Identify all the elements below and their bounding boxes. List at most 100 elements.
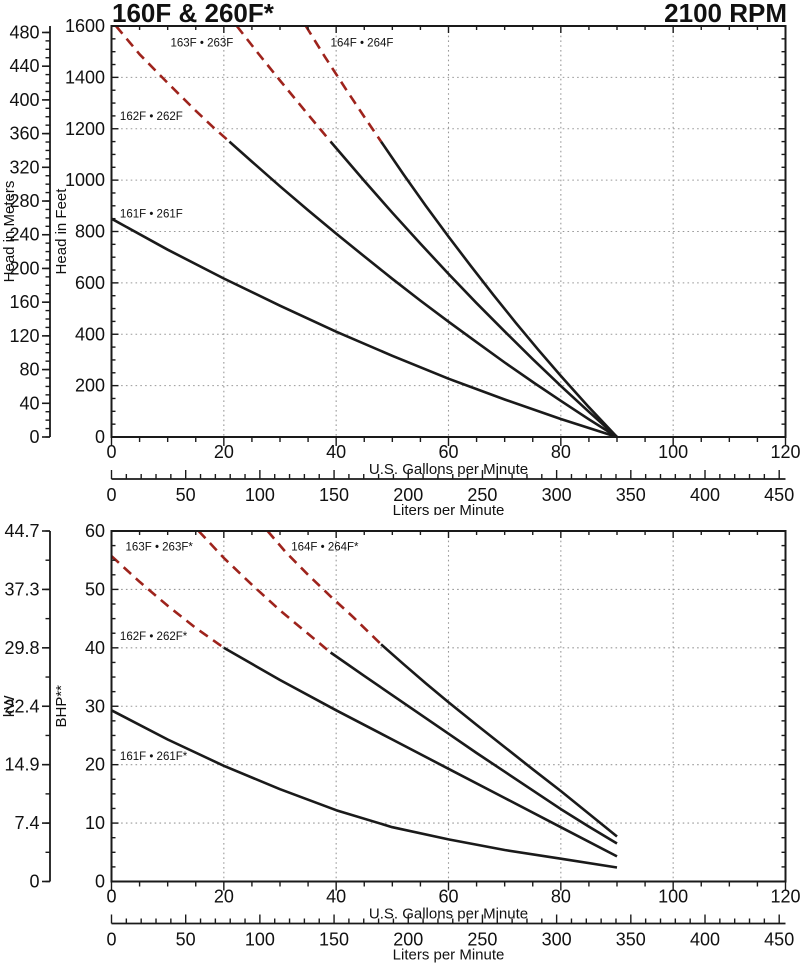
svg-text:1000: 1000 (65, 170, 105, 190)
svg-text:280: 280 (9, 191, 39, 211)
svg-text:120: 120 (770, 442, 800, 462)
svg-text:250: 250 (467, 930, 497, 950)
svg-text:400: 400 (75, 324, 105, 344)
svg-text:200: 200 (75, 376, 105, 396)
power-chart: 163F • 263F* 164F • 264F* 162F • 262F* 161F… (1, 521, 800, 963)
y2-axis-title: Head in Meters (1, 181, 18, 283)
svg-text:150: 150 (319, 485, 349, 505)
curve-164f-264f-dashed (266, 530, 383, 646)
svg-text:20: 20 (214, 887, 234, 907)
svg-text:0: 0 (106, 930, 116, 950)
curve-label: 161F • 261F (120, 208, 183, 220)
svg-text:480: 480 (9, 22, 39, 42)
svg-text:50: 50 (176, 485, 196, 505)
curve-164f-264f-solid (380, 140, 618, 438)
svg-text:300: 300 (542, 930, 572, 950)
head-chart: 163F • 263F 164F • 264F 162F • 262F 161F • … (1, 16, 800, 515)
svg-text:100: 100 (658, 887, 688, 907)
svg-text:80: 80 (551, 442, 571, 462)
svg-text:80: 80 (551, 887, 571, 907)
svg-text:800: 800 (75, 222, 105, 242)
curve-162f-262f-solid (228, 140, 618, 439)
y2-axis-title: kW (1, 695, 18, 718)
curve-label: 161F • 261F* (120, 751, 188, 763)
svg-text:40: 40 (326, 442, 346, 462)
svg-text:450: 450 (764, 930, 794, 950)
y-axis-title: BHP** (53, 685, 70, 728)
svg-text:160: 160 (9, 292, 39, 312)
svg-text:0: 0 (106, 442, 116, 462)
curve-label: 162F • 262F* (120, 631, 188, 643)
svg-text:120: 120 (770, 887, 800, 907)
svg-text:40: 40 (19, 393, 39, 413)
svg-text:60: 60 (85, 521, 105, 541)
svg-text:22.4: 22.4 (4, 696, 39, 716)
svg-text:0: 0 (95, 872, 105, 892)
svg-text:44.7: 44.7 (4, 521, 39, 541)
svg-text:20: 20 (85, 755, 105, 775)
curve-161f-261f-solid (110, 709, 618, 869)
rpm-title: 2100 RPM (664, 0, 787, 28)
svg-text:10: 10 (85, 813, 105, 833)
svg-text:120: 120 (9, 326, 39, 346)
svg-text:14.9: 14.9 (4, 755, 39, 775)
svg-text:60: 60 (438, 887, 458, 907)
svg-text:100: 100 (245, 485, 275, 505)
page-title: 160F & 260F* (112, 0, 274, 28)
svg-text:150: 150 (319, 930, 349, 950)
y-axis-title: Head in Feet (53, 188, 70, 275)
x2-axis-title: Liters per Minute (393, 502, 505, 515)
curve-163f-263f-dashed (235, 25, 332, 143)
y-axis-labels: 0 10 20 30 40 50 60 BHP** (53, 521, 105, 892)
gridlines (111, 531, 786, 882)
svg-text:0: 0 (29, 427, 39, 447)
svg-text:400: 400 (690, 485, 720, 505)
svg-text:50: 50 (176, 930, 196, 950)
x2-axis: 0 50 100 150 200 250 300 350 400 450 Liters per Mi… (106, 470, 794, 515)
curve-label: 164F • 264F (331, 38, 394, 50)
svg-text:300: 300 (542, 485, 572, 505)
svg-text:1600: 1600 (65, 16, 105, 36)
curve-label: 162F • 262F (120, 111, 183, 123)
svg-text:360: 360 (9, 124, 39, 144)
svg-text:250: 250 (467, 485, 497, 505)
svg-text:20: 20 (214, 442, 234, 462)
svg-text:0: 0 (29, 872, 39, 892)
svg-text:200: 200 (9, 258, 39, 278)
y-axis-labels: 0 200 400 600 800 1000 1200 1400 1600 Head in Fee… (53, 16, 105, 447)
y2-axis: 0 7.4 14.9 22.4 29.8 37.3 44.7 kW (1, 521, 51, 892)
curve-162f-262f-dashed (110, 555, 225, 649)
svg-text:100: 100 (245, 930, 275, 950)
svg-text:40: 40 (85, 638, 105, 658)
svg-text:29.8: 29.8 (4, 638, 39, 658)
svg-text:240: 240 (9, 225, 39, 245)
svg-text:30: 30 (85, 696, 105, 716)
curve-162f-262f-solid (223, 646, 618, 858)
svg-text:320: 320 (9, 157, 39, 177)
curve-161f-261f-solid (110, 217, 618, 439)
svg-text:600: 600 (75, 273, 105, 293)
svg-text:40: 40 (326, 887, 346, 907)
svg-text:1400: 1400 (65, 67, 105, 87)
gridlines (111, 26, 786, 437)
svg-text:350: 350 (616, 485, 646, 505)
x2-axis: 0 50 100 150 200 250 300 350 400 450 Liters per Mi… (106, 914, 794, 963)
x2-axis-title: Liters per Minute (393, 947, 505, 963)
svg-text:50: 50 (85, 579, 105, 599)
svg-text:0: 0 (95, 427, 105, 447)
svg-text:400: 400 (690, 930, 720, 950)
svg-text:37.3: 37.3 (4, 579, 39, 599)
svg-text:400: 400 (9, 90, 39, 110)
curve-label: 164F • 264F* (291, 541, 359, 553)
svg-text:200: 200 (393, 930, 423, 950)
svg-text:7.4: 7.4 (14, 813, 39, 833)
svg-text:1200: 1200 (65, 119, 105, 139)
title-bar: 160F & 260F* 2100 RPM (112, 0, 787, 28)
curve-163f-263f-solid (329, 651, 618, 845)
svg-text:0: 0 (106, 485, 116, 505)
curve-label: 163F • 263F* (126, 541, 194, 553)
curve-labels: 163F • 263F* 164F • 264F* 162F • 262F* 161F… (120, 541, 359, 763)
svg-text:80: 80 (19, 360, 39, 380)
curve-163f-263f-dashed (197, 530, 332, 654)
